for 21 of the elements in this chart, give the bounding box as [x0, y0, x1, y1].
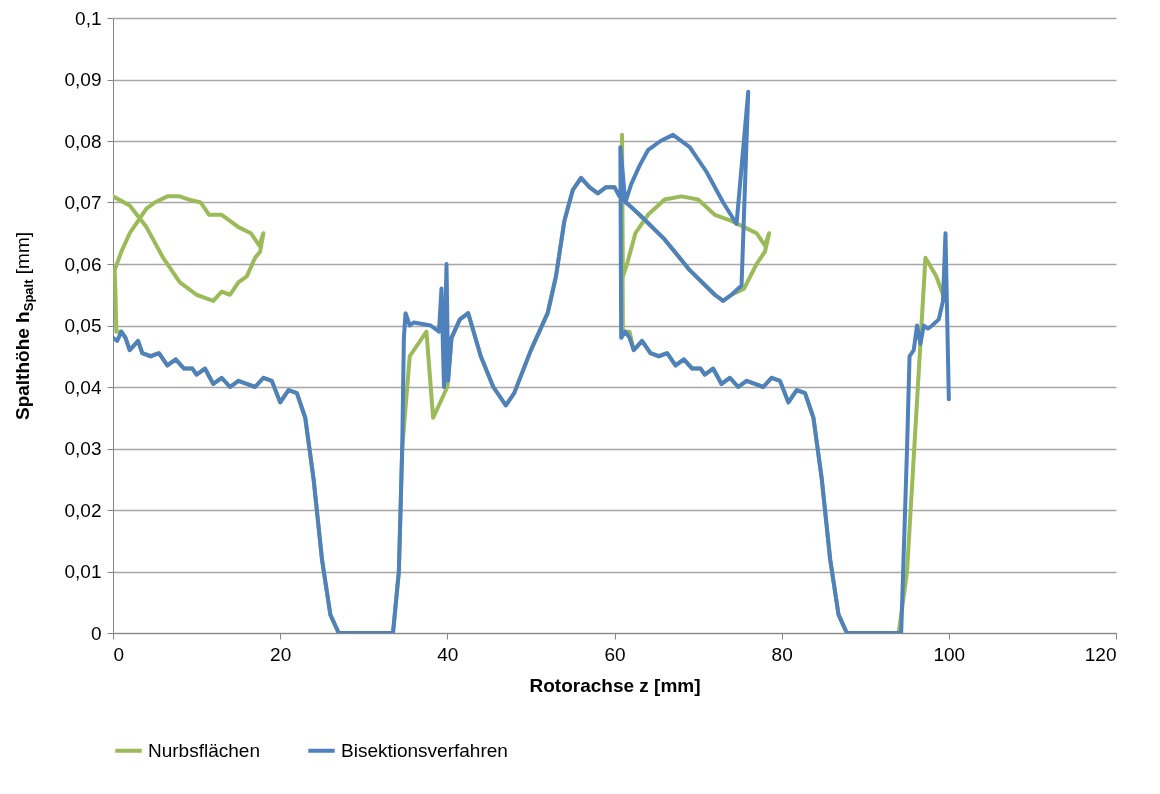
- y-tick-label: 0,03: [64, 438, 102, 459]
- legend-label: Bisektionsverfahren: [341, 739, 508, 761]
- x-tick-label: 40: [437, 643, 459, 665]
- y-tick-label: 0,07: [64, 192, 102, 213]
- x-tick-label: 20: [270, 643, 292, 665]
- x-axis-title: Rotorachse z [mm]: [529, 674, 701, 696]
- y-tick-label: 0,08: [64, 130, 102, 152]
- y-tick-label: 0,02: [64, 499, 102, 521]
- x-tick-label: 80: [771, 643, 793, 665]
- y-tick-label: 0,1: [75, 7, 102, 29]
- y-tick-label: 0: [90, 622, 102, 644]
- y-tick-label: 0,05: [64, 315, 102, 336]
- x-tick-label: 0: [113, 643, 125, 665]
- x-tick-label: 60: [604, 643, 626, 665]
- x-tick-label: 100: [933, 643, 966, 665]
- y-tick-label: 0,04: [64, 376, 102, 398]
- legend-label: Nurbsflächen: [148, 739, 260, 761]
- x-tick-label: 120: [1084, 643, 1117, 665]
- y-tick-label: 0,06: [64, 253, 102, 275]
- y-tick-label: 0,01: [64, 561, 102, 582]
- y-tick-label: 0,09: [64, 69, 102, 90]
